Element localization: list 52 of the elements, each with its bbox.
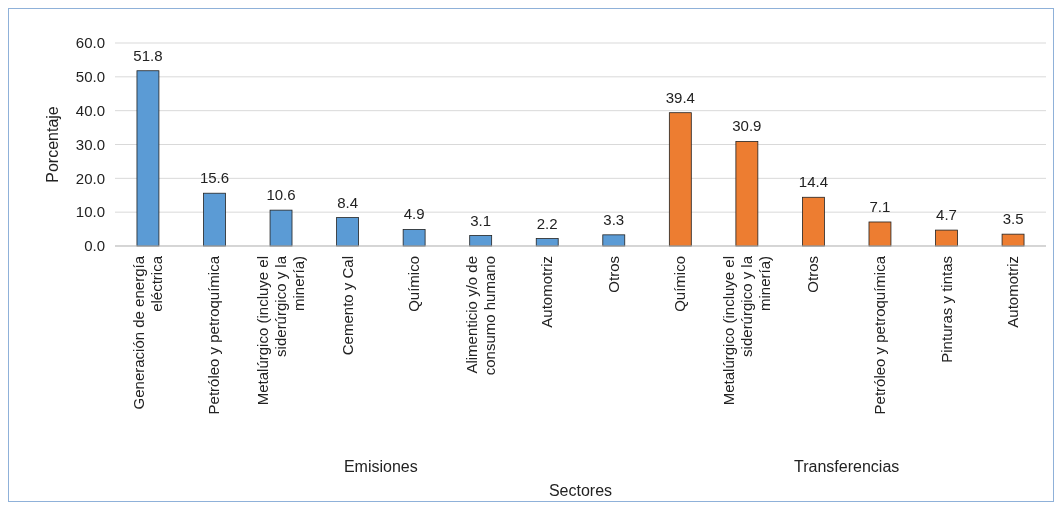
x-tick-label: Generación de energía eléctrica	[129, 255, 165, 410]
data-label: 10.6	[266, 186, 296, 204]
data-label: 4.7	[936, 206, 957, 224]
x-tick-label: Químico	[671, 256, 689, 312]
y-tick-label: 50.0	[75, 68, 105, 86]
bar	[735, 141, 759, 247]
data-label: 4.9	[403, 205, 425, 223]
x-tick-label: Otros	[604, 256, 622, 293]
text: Emisiones	[343, 458, 418, 475]
data-label: 39.4	[665, 88, 695, 106]
x-tick-label: Petróleo y petroquímica	[870, 255, 888, 415]
data-label: 3.1	[470, 211, 492, 229]
bar	[136, 70, 160, 247]
y-tick-label: 0.0	[84, 237, 105, 255]
bar	[935, 229, 958, 247]
data-label: 15.6	[199, 169, 230, 187]
bar	[868, 221, 892, 247]
bar	[336, 217, 359, 247]
x-tick-label: Automotriz	[538, 256, 556, 328]
x-tick-label: Pinturas y tintas	[937, 256, 955, 363]
x-tick-label: Metalúrgico (incluye el siderúrgico y la minería)	[254, 255, 308, 406]
x-tick-label: Cemento y Cal	[338, 256, 356, 356]
bar	[269, 209, 293, 247]
y-tick-label: 60.0	[75, 34, 105, 52]
y-tick-label: 20.0	[75, 169, 105, 187]
bar	[668, 112, 692, 247]
x-tick-label: Químico	[405, 256, 423, 312]
bar	[469, 235, 493, 247]
data-label: 3.5	[1002, 210, 1024, 228]
y-tick-label: 40.0	[75, 101, 105, 119]
data-label: 3.3	[603, 210, 625, 228]
x-tick-label: Metalúrgico (incluye el siderúrgico y la minería)	[719, 255, 773, 406]
bar	[1001, 233, 1025, 247]
data-label: 51.8	[133, 46, 163, 64]
y-tick-label: 10.0	[75, 203, 105, 221]
bar	[203, 192, 226, 247]
x-tick-label: Automotriz	[1004, 256, 1022, 328]
text: Transferencias	[794, 458, 900, 475]
bar	[602, 234, 626, 247]
data-label: 2.2	[536, 214, 558, 232]
bar	[802, 196, 825, 247]
data-label: 14.4	[798, 173, 829, 191]
data-label: 8.4	[337, 193, 359, 211]
x-axis-title: Sectores	[548, 482, 613, 499]
data-label: 30.9	[732, 117, 762, 135]
x-tick-label: Petróleo y petroquímica	[205, 255, 223, 415]
bar	[402, 229, 426, 247]
x-tick-label: Otros	[804, 256, 822, 293]
y-axis-title: Porcentaje	[44, 106, 61, 183]
y-tick-label: 30.0	[75, 135, 105, 153]
data-label: 7.1	[869, 197, 891, 215]
x-tick-label: Alimenticio y/o de consumo humano	[462, 256, 498, 376]
